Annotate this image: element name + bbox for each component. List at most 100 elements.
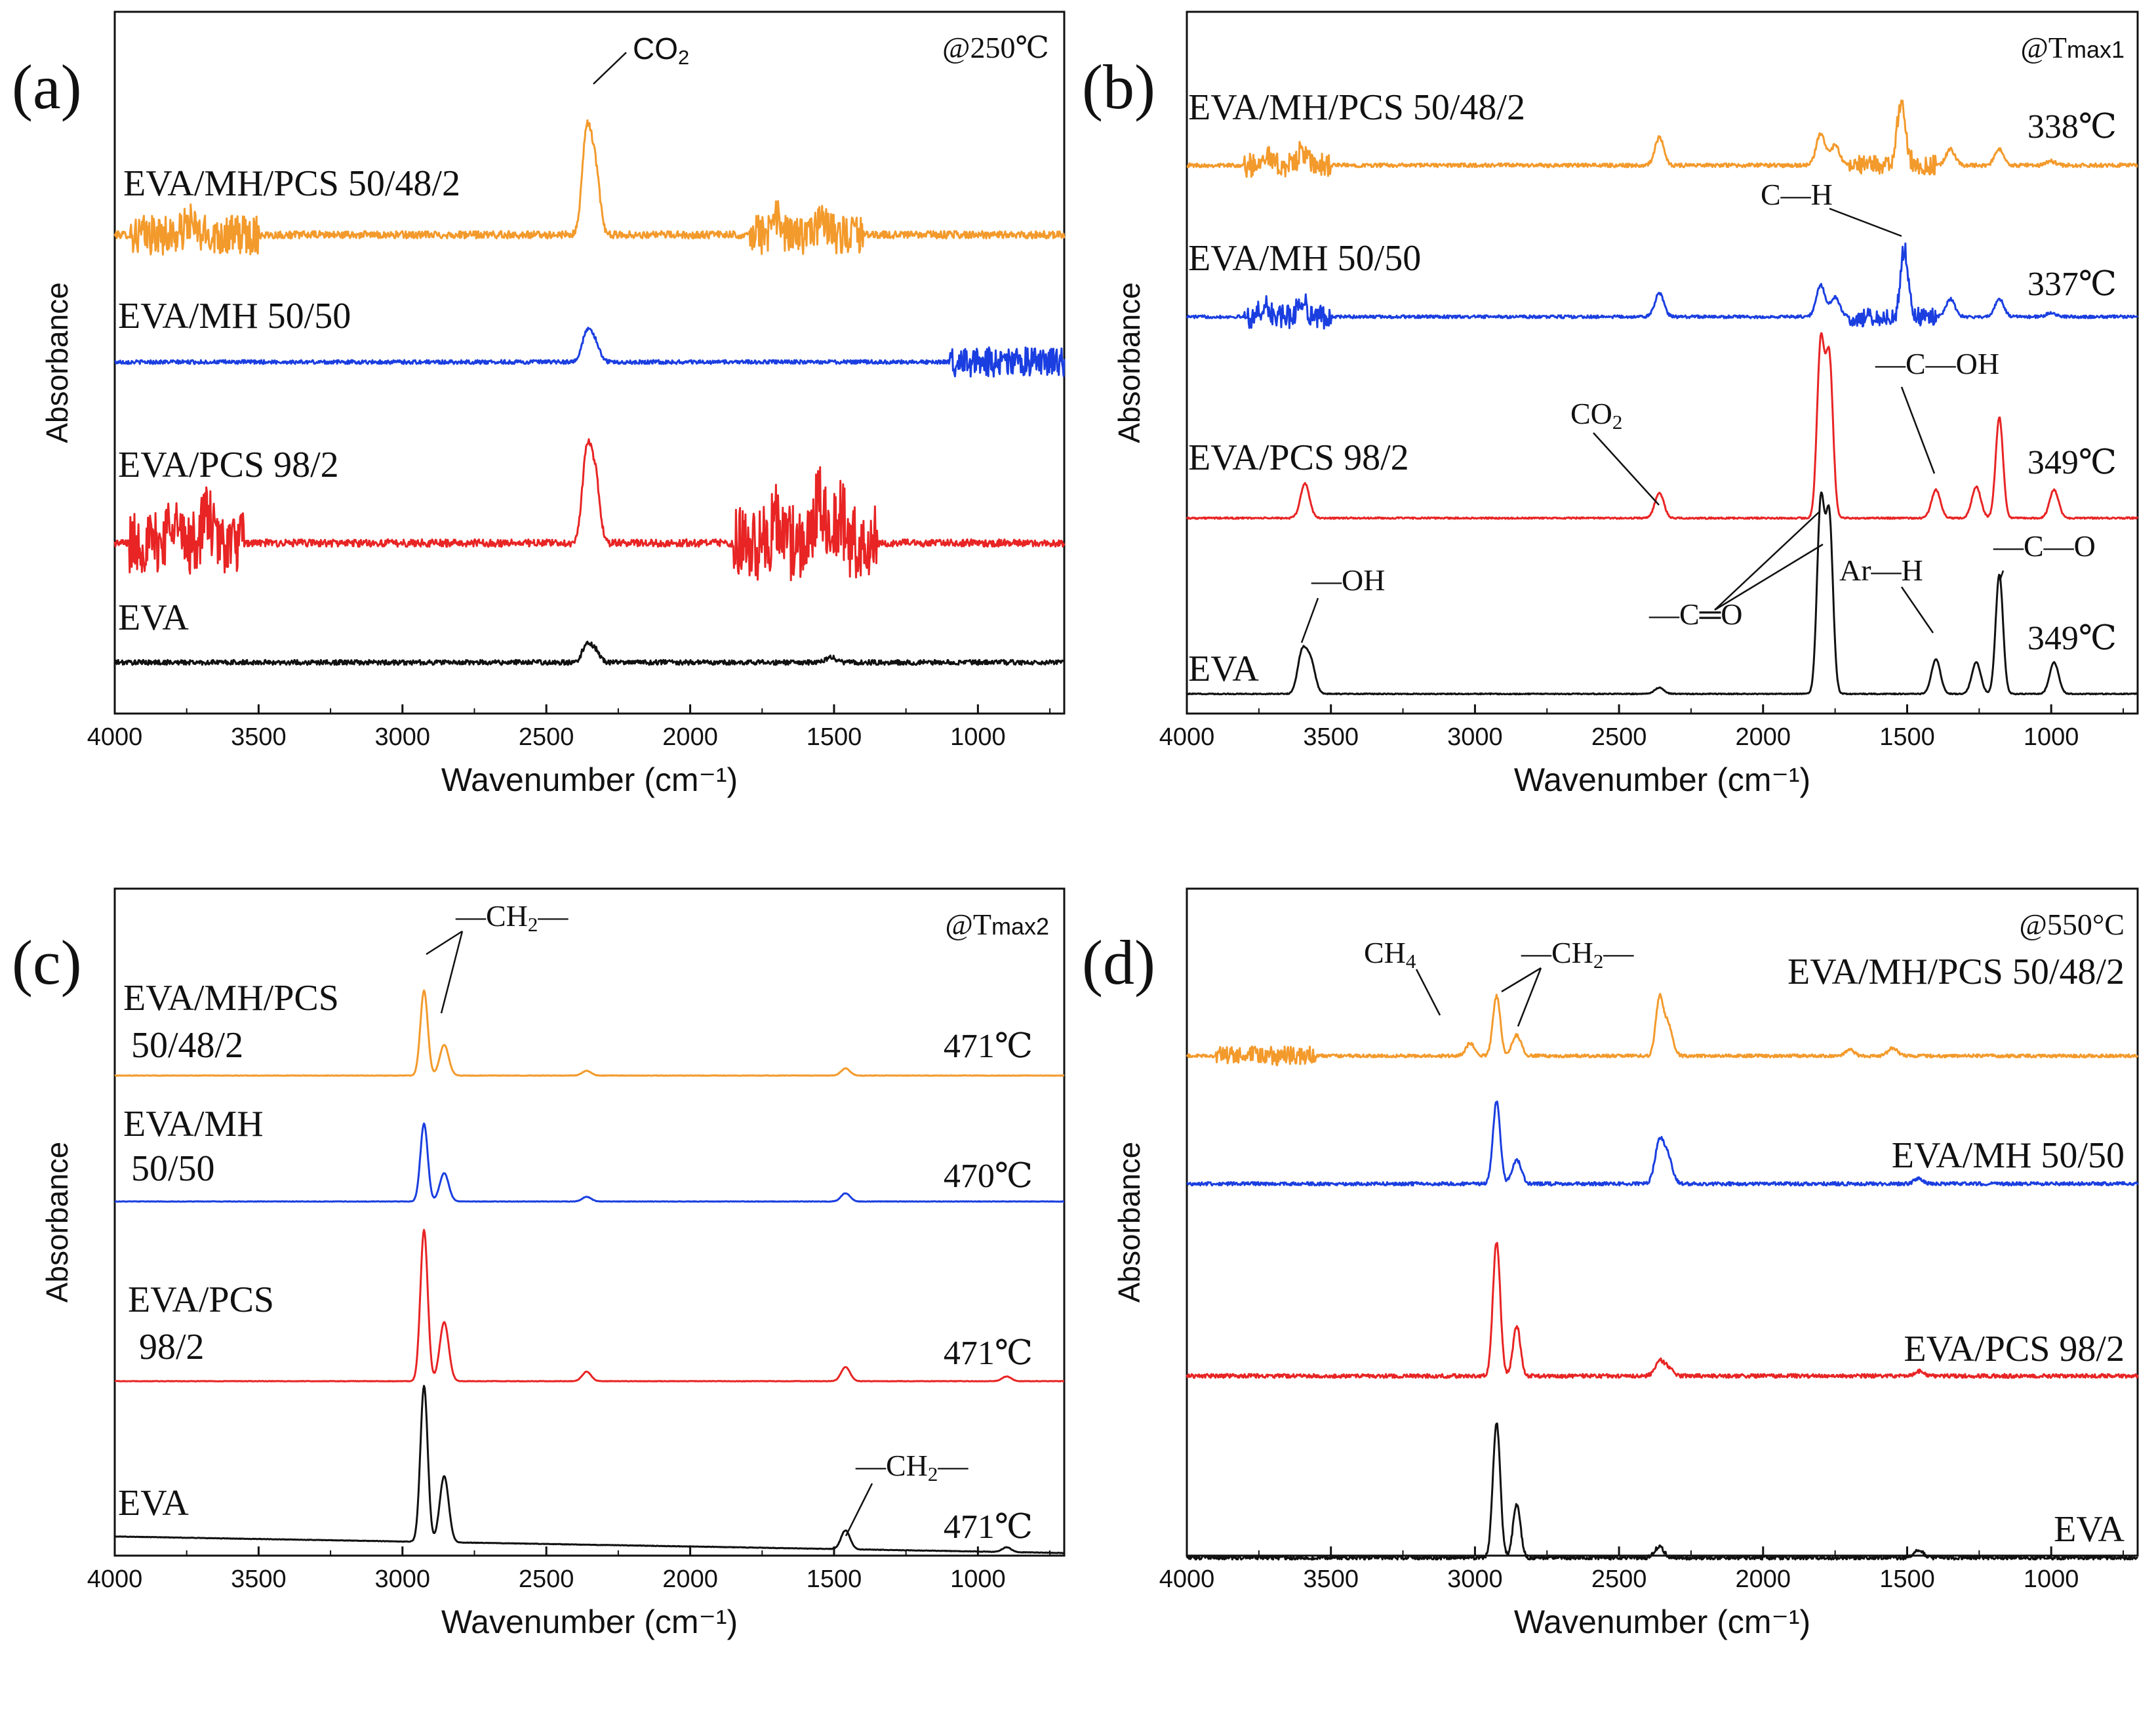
annotation-leader <box>426 930 463 956</box>
series-label: EVA/PCS 98/2 <box>1188 437 1409 478</box>
series-line <box>114 1122 1065 1203</box>
panel-a: 4000 3500 3000 2500 2000 1500 1000 Wavenumber (… <box>12 10 1066 798</box>
peak-annotation: —OH <box>1311 563 1385 597</box>
series-line <box>114 989 1065 1077</box>
series-label: EVA/MH/PCS 50/48/2 <box>1188 87 1525 128</box>
series-line <box>1186 1422 2138 1561</box>
temperature-label: 349℃ <box>2027 444 2117 481</box>
annotation-leader <box>1829 207 1902 237</box>
series-line <box>114 1384 1065 1554</box>
peak-annotation: —CH2— <box>1521 936 1634 973</box>
annotation-leader <box>1900 386 1936 474</box>
annotation-leader <box>1714 511 1820 611</box>
x-tick-label: 2000 <box>1736 1565 1791 1593</box>
annotation-leader <box>1714 543 1824 611</box>
x-tick-label: 1000 <box>2024 723 2079 751</box>
series-label: EVA/MH/PCS 50/48/2 <box>123 163 460 204</box>
x-tick-label: 3000 <box>1447 1565 1503 1593</box>
annotation-leader <box>1517 967 1542 1027</box>
x-tick-label: 1000 <box>2024 1565 2079 1593</box>
x-tick-label: 2000 <box>1736 723 1791 751</box>
series-line <box>1186 992 2139 1066</box>
y-axis-label: Absorbance <box>40 1142 74 1303</box>
panel-b: 4000 3500 3000 2500 2000 1500 1000 Wavenumber (… <box>1082 10 2139 798</box>
series-label: EVA/MH/PCS <box>123 978 339 1019</box>
x-tick-label: 2000 <box>662 1565 718 1593</box>
series-label: EVA/MH 50/50 <box>1892 1135 2125 1176</box>
temperature-label: 338℃ <box>2027 108 2117 146</box>
temperature-label: 471℃ <box>944 1335 1033 1372</box>
y-axis-label: Absorbance <box>1112 282 1146 443</box>
temperature-label: 349℃ <box>2027 620 2117 657</box>
x-tick-label: 3500 <box>231 723 287 751</box>
annotation-leader <box>1501 967 1542 993</box>
peak-annotation: Ar—H <box>1839 554 1923 587</box>
series-label-line2: 50/50 <box>131 1148 215 1189</box>
x-tick-label: 1500 <box>807 1565 862 1593</box>
peak-annotation: C—H <box>1761 178 1833 211</box>
peak-annotation: —CH2— <box>455 899 569 936</box>
annotation-leader <box>1415 969 1441 1016</box>
series-label: EVA <box>1188 649 1259 689</box>
x-tick-label: 4000 <box>1159 1565 1215 1593</box>
panel-c: 4000 3500 3000 2500 2000 1500 1000 Wavenumber (… <box>12 887 1066 1640</box>
series-line <box>1186 99 2138 178</box>
x-tick-label: 4000 <box>87 723 143 751</box>
x-axis-label: Wavenumber (cm⁻¹) <box>1514 761 1810 798</box>
peak-annotation: —CH2— <box>855 1449 968 1485</box>
series-label: EVA/PCS 98/2 <box>1904 1329 2125 1369</box>
x-tick-label: 2500 <box>1591 1565 1647 1593</box>
x-axis-label: Wavenumber (cm⁻¹) <box>1514 1604 1810 1640</box>
y-axis-label: Absorbance <box>40 282 74 443</box>
series-line <box>114 327 1066 378</box>
series-line <box>113 438 1066 582</box>
plot-frame <box>1186 887 2139 1557</box>
x-tick-label: 4000 <box>87 1565 143 1593</box>
x-tick-label: 1500 <box>1879 723 1935 751</box>
annotation-leader <box>593 52 627 85</box>
x-tick-label: 1500 <box>1879 1565 1935 1593</box>
x-tick-label: 3000 <box>375 1565 431 1593</box>
condition-label: @550°C <box>2020 908 2125 941</box>
series-label: EVA/MH <box>123 1104 264 1144</box>
x-tick-label: 3000 <box>375 723 431 751</box>
annotation-leader <box>845 1483 873 1537</box>
series-line <box>1186 1241 2139 1379</box>
x-tick-label: 3000 <box>1447 723 1503 751</box>
series-line <box>1186 491 2138 696</box>
series-label: EVA <box>118 1483 189 1523</box>
temperature-label: 337℃ <box>2027 266 2117 303</box>
series-line <box>113 119 1066 256</box>
peak-annotation: —C—O <box>1993 529 2096 563</box>
panel-label: (d) <box>1082 927 1155 998</box>
panel-d: 4000 3500 3000 2500 2000 1500 1000 Wavenumber (… <box>1082 887 2139 1640</box>
annotation-leader <box>1999 570 2005 581</box>
series-label: EVA/PCS 98/2 <box>118 445 339 485</box>
annotation-leader <box>440 931 464 1014</box>
series-line <box>114 1228 1065 1382</box>
series-label: EVA/PCS <box>128 1280 274 1320</box>
series-line <box>1186 332 2139 520</box>
x-tick-label: 3500 <box>1303 723 1359 751</box>
x-tick-label: 2500 <box>519 1565 574 1593</box>
series-label: EVA/MH/PCS 50/48/2 <box>1787 952 2125 992</box>
peak-annotation: CO2 <box>633 31 689 69</box>
x-axis-label: Wavenumber (cm⁻¹) <box>441 1604 738 1640</box>
annotation-leader <box>1900 586 1934 634</box>
peak-annotation: CH4 <box>1364 936 1416 973</box>
series-line <box>1186 242 2139 330</box>
x-tick-label: 2500 <box>519 723 574 751</box>
x-tick-label: 1500 <box>807 723 862 751</box>
x-tick-label: 3500 <box>1303 1565 1359 1593</box>
temperature-label: 470℃ <box>944 1158 1033 1195</box>
annotation-leader <box>1593 432 1660 506</box>
series-label: EVA/MH 50/50 <box>1188 238 1421 279</box>
x-tick-label: 2500 <box>1591 723 1647 751</box>
condition-label: @250℃ <box>942 31 1049 64</box>
series-line <box>1186 1100 2139 1187</box>
x-tick-label: 1000 <box>950 1565 1006 1593</box>
series-label: EVA/MH 50/50 <box>118 296 351 336</box>
x-tick-label: 4000 <box>1159 723 1215 751</box>
series-line <box>113 640 1065 666</box>
